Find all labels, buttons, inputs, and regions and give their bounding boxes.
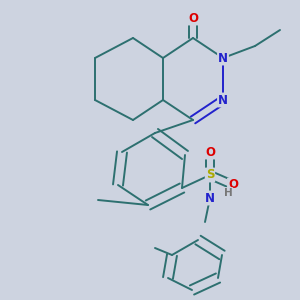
- Text: O: O: [188, 11, 198, 25]
- Text: H: H: [224, 188, 232, 198]
- Text: O: O: [205, 146, 215, 158]
- Text: N: N: [218, 52, 228, 64]
- Text: S: S: [206, 169, 214, 182]
- Text: N: N: [218, 94, 228, 106]
- Text: O: O: [228, 178, 238, 191]
- Text: N: N: [205, 191, 215, 205]
